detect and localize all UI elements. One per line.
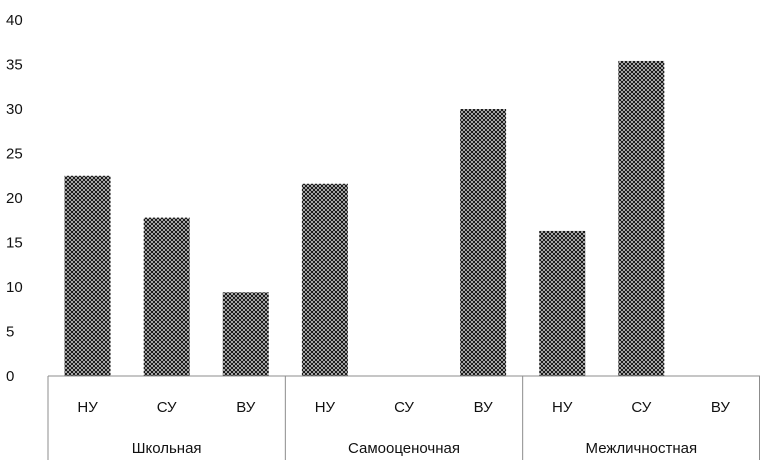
y-tick-label: 30 (6, 101, 23, 118)
group-label: Школьная (132, 440, 202, 457)
y-tick-label: 25 (6, 146, 23, 163)
category-label: НУ (552, 399, 573, 416)
bar-Межличностная-СУ (618, 60, 665, 376)
y-tick-label: 15 (6, 235, 23, 252)
y-tick-label: 35 (6, 57, 23, 74)
y-tick-label: 0 (6, 368, 14, 385)
bar-Школьная-НУ (64, 175, 111, 376)
category-label: СУ (394, 399, 414, 416)
y-tick-label: 10 (6, 279, 23, 296)
y-tick-label: 20 (6, 190, 23, 207)
category-label: ВУ (474, 399, 494, 416)
x-axis: НУ СУ ВУ Школьная НУ СУ ВУ Самооценочная НУ СУ ВУ М… (47, 375, 760, 460)
bar-Школьная-ВУ (222, 292, 269, 376)
bar-Межличностная-НУ (539, 230, 586, 376)
bar-Школьная-СУ (143, 217, 190, 376)
category-label: СУ (157, 399, 177, 416)
category-label: ВУ (236, 399, 256, 416)
y-axis: 0 5 10 15 20 25 30 35 40 (6, 12, 23, 385)
category-label: НУ (77, 399, 98, 416)
category-label: СУ (631, 399, 651, 416)
group-label: Межличностная (586, 440, 698, 457)
group-label: Самооценочная (348, 440, 460, 457)
bar-Самооценочная-НУ (301, 183, 348, 376)
bars (64, 60, 665, 376)
bar-Самооценочная-ВУ (460, 109, 507, 376)
category-label: ВУ (711, 399, 731, 416)
category-label: НУ (315, 399, 336, 416)
y-tick-label: 5 (6, 324, 14, 341)
y-tick-label: 40 (6, 12, 23, 29)
